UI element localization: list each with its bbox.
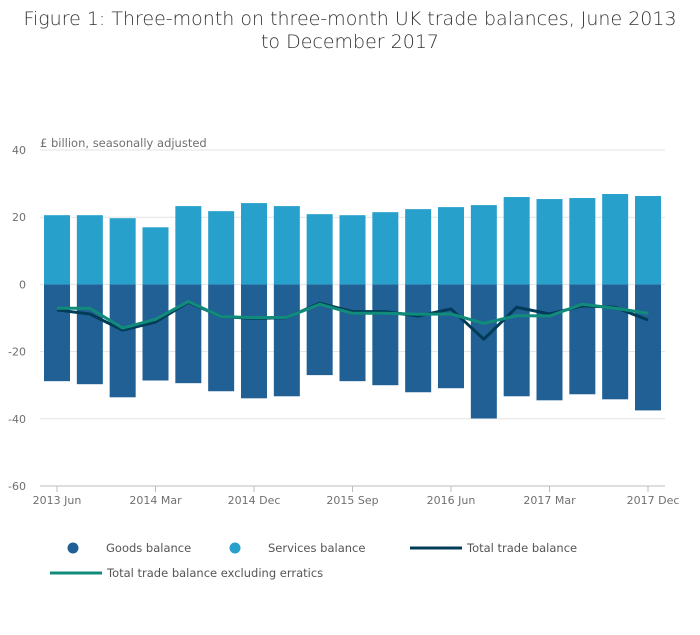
bar-services-balance	[142, 227, 169, 285]
bar-goods-balance	[306, 284, 333, 376]
bar-services-balance	[602, 194, 629, 285]
bar-goods-balance	[569, 284, 596, 395]
bar-goods-balance	[44, 284, 70, 382]
line-total-trade-balance-excluding-erratics	[57, 300, 649, 330]
bar-services-balance	[208, 211, 235, 285]
legend-label: Services balance	[268, 541, 365, 555]
bar-services-balance	[635, 196, 661, 285]
x-tick-label: 2017 Mar	[523, 494, 576, 507]
bar-services-balance	[109, 218, 136, 285]
bar-goods-balance	[438, 284, 464, 389]
bar-services-balance	[470, 205, 497, 285]
legend-label: Total trade balance	[466, 541, 577, 555]
x-tick-label: 2015 Sep	[326, 494, 378, 507]
bar-goods-balance	[175, 284, 202, 384]
legend-label: Goods balance	[106, 541, 191, 555]
y-tick-label: 20	[12, 211, 26, 224]
bar-goods-balance	[76, 284, 103, 385]
bar-goods-balance	[536, 284, 563, 401]
bar-goods-balance	[109, 284, 136, 398]
bar-goods-balance	[241, 284, 267, 399]
y-tick-label: 0	[19, 278, 26, 291]
bar-goods-balance	[470, 284, 497, 419]
y-tick-label: -20	[8, 346, 26, 359]
y-tick-label: -60	[8, 480, 26, 493]
x-tick-label: 2014 Mar	[129, 494, 182, 507]
bar-services-balance	[536, 199, 563, 285]
bar-services-balance	[76, 215, 103, 285]
x-tick-label: 2017 Dec	[627, 494, 680, 507]
bar-goods-balance	[405, 284, 432, 393]
chart-title: Figure 1: Three-month on three-month UK …	[23, 8, 677, 53]
y-tick-label: -40	[8, 413, 26, 426]
bar-goods-balance	[273, 284, 300, 397]
line-total-trade-balance	[56, 300, 649, 341]
bar-services-balance	[405, 209, 432, 285]
bar-goods-balance	[208, 284, 235, 392]
bar-services-balance	[175, 206, 202, 285]
x-tick-label: 2016 Jun	[427, 494, 476, 507]
x-tick-label: 2013 Jun	[33, 494, 82, 507]
legend-label: Total trade balance excluding erratics	[106, 566, 323, 580]
x-tick-label: 2014 Dec	[228, 494, 281, 507]
bar-services-balance	[438, 207, 464, 285]
bar-goods-balance	[142, 284, 169, 381]
bar-services-balance	[372, 212, 399, 285]
bar-goods-balance	[339, 284, 366, 382]
bar-services-balance	[503, 197, 530, 285]
bar-goods-balance	[602, 284, 629, 400]
bar-services-balance	[44, 215, 70, 285]
legend-marker	[67, 542, 79, 554]
bar-services-balance	[339, 215, 366, 285]
y-axis-label: £ billion, seasonally adjusted	[40, 136, 207, 150]
bar-services-balance	[306, 214, 333, 285]
y-tick-label: 40	[12, 144, 26, 157]
bar-services-balance	[569, 198, 596, 285]
bar-goods-balance	[503, 284, 530, 397]
bar-services-balance	[241, 203, 267, 285]
bar-goods-balance	[635, 284, 661, 411]
bar-services-balance	[273, 206, 300, 285]
legend-marker	[229, 542, 241, 554]
bar-goods-balance	[372, 284, 399, 386]
